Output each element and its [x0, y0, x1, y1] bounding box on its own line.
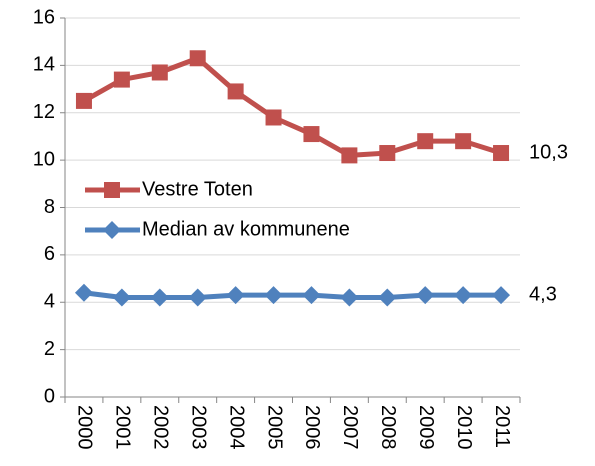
- x-tick-label: 2006: [301, 405, 323, 450]
- data-point: [303, 126, 320, 143]
- series-line: [83, 290, 502, 301]
- x-tick-label: 2009: [415, 405, 437, 450]
- data-point: [188, 288, 207, 307]
- y-tick-label: 2: [44, 338, 55, 360]
- y-tick-label: 6: [44, 243, 55, 265]
- data-point: [302, 286, 321, 305]
- data-point: [264, 286, 283, 305]
- y-tick-label: 0: [44, 385, 55, 407]
- x-tick-label: 2004: [225, 405, 247, 450]
- x-tick-label: 2002: [150, 405, 172, 450]
- data-point: [112, 288, 131, 307]
- data-point: [265, 109, 282, 126]
- x-tick-label: 2008: [377, 405, 399, 450]
- data-point: [150, 288, 169, 307]
- data-point: [341, 147, 358, 164]
- series-line: [82, 55, 502, 158]
- data-point: [151, 64, 168, 81]
- data-point: [378, 288, 397, 307]
- data-point: [75, 92, 92, 109]
- data-point: [493, 145, 510, 162]
- y-tick-label: 10: [33, 148, 55, 170]
- legend-label: Median av kommunene: [142, 218, 350, 240]
- data-point: [74, 283, 93, 302]
- x-tick-label: 2011: [491, 405, 513, 448]
- data-point: [113, 71, 130, 88]
- x-tick-label: 2010: [453, 405, 475, 450]
- x-tick-label: 2003: [187, 405, 209, 450]
- x-tick-label: 2000: [74, 405, 96, 450]
- data-point: [379, 145, 396, 162]
- data-point: [417, 133, 434, 150]
- y-tick-label: 8: [44, 196, 55, 218]
- data-point: [189, 50, 206, 67]
- y-tick-label: 4: [44, 291, 55, 313]
- data-point: [227, 83, 244, 100]
- x-tick-label: 2007: [339, 405, 361, 450]
- data-label: 4,3: [529, 283, 557, 305]
- y-tick-label: 12: [33, 101, 55, 123]
- data-point: [454, 286, 473, 305]
- data-point: [455, 133, 472, 150]
- x-tick-label: 2005: [263, 405, 285, 450]
- data-label: 10,3: [529, 141, 568, 163]
- legend-marker: [104, 182, 120, 198]
- data-point: [340, 288, 359, 307]
- x-tick-label: 2001: [112, 405, 134, 450]
- legend-label: Vestre Toten: [142, 178, 253, 200]
- data-point: [226, 286, 245, 305]
- data-point: [416, 286, 435, 305]
- y-tick-label: 16: [33, 6, 55, 28]
- y-tick-label: 14: [33, 54, 55, 76]
- data-point: [492, 286, 511, 305]
- legend-marker: [103, 221, 121, 239]
